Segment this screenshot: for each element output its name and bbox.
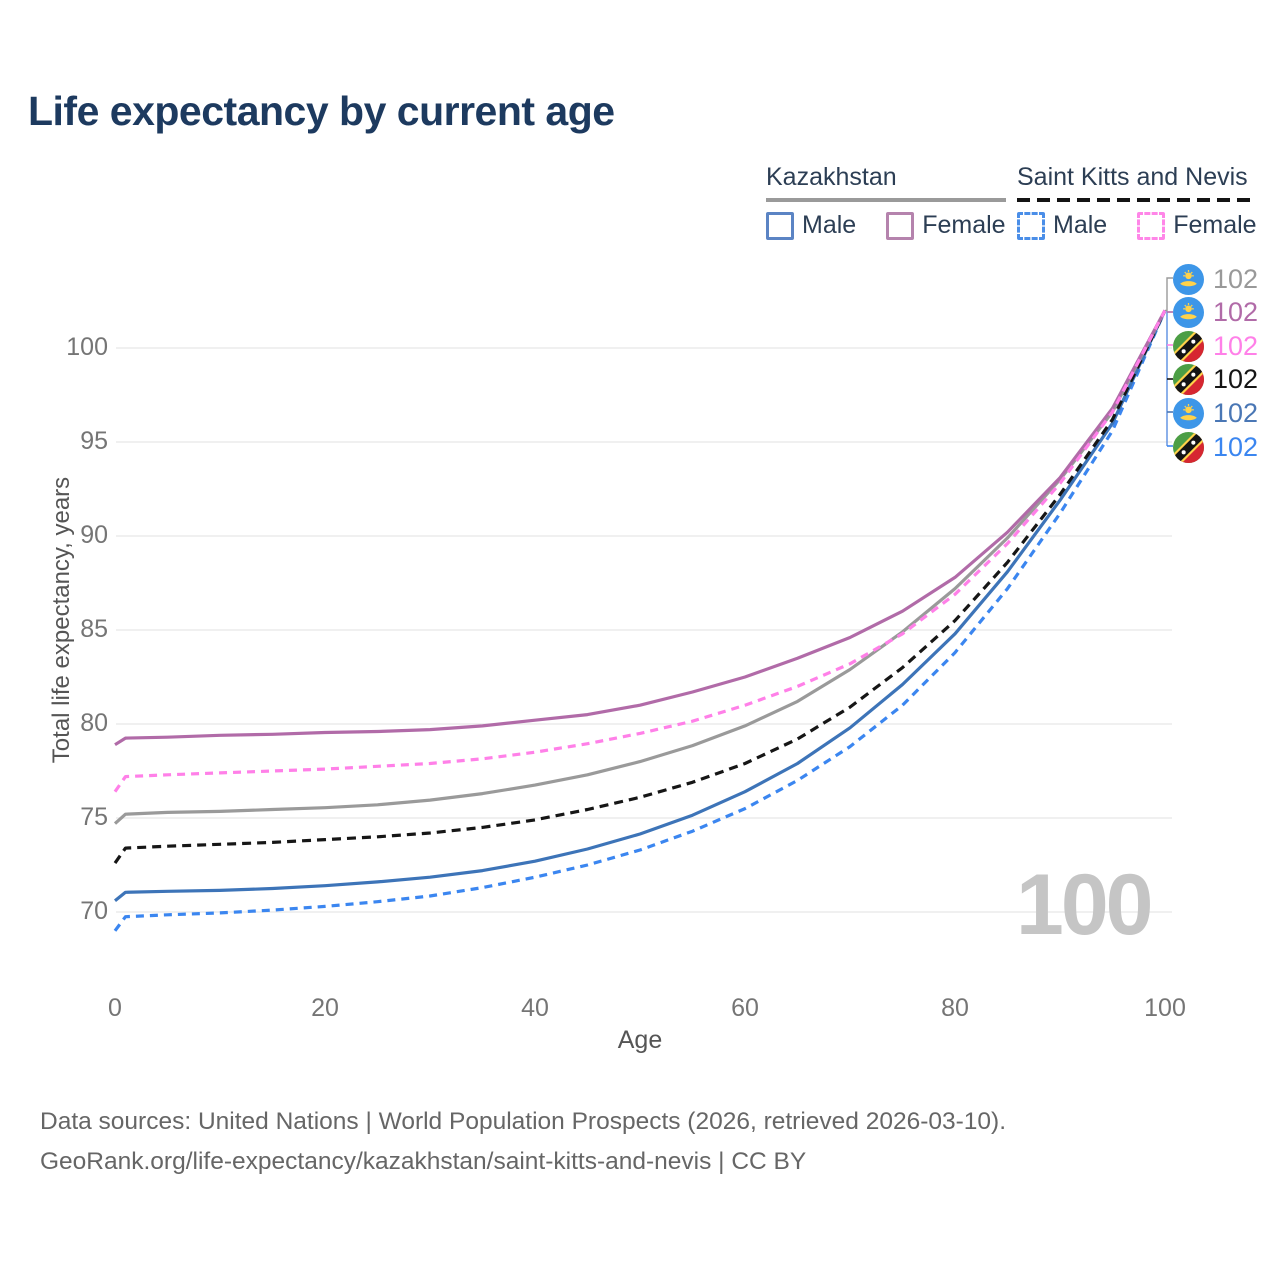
x-axis-title: Age — [617, 1026, 663, 1054]
series-line — [113, 309, 1167, 932]
data-sources-text: Data sources: United Nations | World Pop… — [40, 1108, 1007, 1135]
end-label-saint-kitts-female: 102 — [1173, 330, 1258, 362]
end-label-saint-kitts-male: 102 — [1173, 431, 1258, 463]
legend-group-kazakhstan: Kazakhstan Male Female — [766, 163, 1006, 240]
y-tick-85: 85 — [80, 615, 108, 643]
saint-kitts-flag-icon — [1173, 431, 1204, 463]
age-counter-watermark: 100 — [1016, 857, 1153, 953]
end-label-kazakhstan-female: 102 — [1173, 296, 1258, 328]
kazakhstan-flag-icon — [1173, 296, 1204, 328]
kazakhstan-flag-icon — [1173, 397, 1204, 429]
legend-item-kazakhstan-male[interactable]: Male — [802, 211, 857, 239]
end-value: 102 — [1213, 297, 1259, 327]
page-title: Life expectancy by current age — [28, 88, 615, 134]
kazakhstan-male-swatch-icon[interactable] — [766, 211, 794, 240]
legend-item-saint-kitts-male[interactable]: Male — [1053, 211, 1108, 239]
series-line — [113, 309, 1167, 865]
saint-kitts-female-swatch-icon[interactable] — [1137, 211, 1166, 240]
end-value: 102 — [1213, 432, 1259, 462]
saint-kitts-dashed-line-sample — [1017, 198, 1257, 202]
attribution-text: GeoRank.org/life-expectancy/kazakhstan/s… — [40, 1148, 807, 1175]
legend-header-saint-kitts-and-nevis: Saint Kitts and Nevis — [1017, 163, 1248, 191]
x-tick-40: 40 — [521, 994, 549, 1022]
end-value: 102 — [1213, 331, 1259, 361]
x-tick-80: 80 — [941, 994, 969, 1022]
y-tick-90: 90 — [80, 521, 108, 549]
y-tick-95: 95 — [80, 427, 108, 455]
end-label-kazakhstan-both: 102 — [1173, 263, 1258, 295]
end-value: 102 — [1213, 264, 1259, 294]
y-tick-70: 70 — [80, 897, 108, 925]
y-tick-75: 75 — [80, 803, 108, 831]
series-line — [114, 309, 1167, 902]
kazakhstan-flag-icon — [1173, 263, 1204, 295]
y-tick-100: 100 — [66, 333, 108, 361]
legend-header-kazakhstan: Kazakhstan — [766, 163, 897, 191]
end-label-kazakhstan-male: 102 — [1173, 397, 1258, 429]
x-tick-60: 60 — [731, 994, 759, 1022]
x-tick-100: 100 — [1144, 994, 1186, 1022]
legend-item-saint-kitts-female[interactable]: Female — [1173, 211, 1257, 239]
saint-kitts-flag-icon — [1173, 363, 1204, 395]
x-tick-0: 0 — [108, 994, 122, 1022]
kazakhstan-female-swatch-icon[interactable] — [886, 211, 915, 240]
x-tick-20: 20 — [311, 994, 339, 1022]
leader-line — [1165, 277, 1173, 312]
series-line — [113, 309, 1167, 793]
end-label-saint-kitts-both: 102 — [1173, 363, 1258, 395]
legend-item-kazakhstan-female[interactable]: Female — [922, 211, 1006, 239]
series-line — [113, 309, 1167, 825]
y-tick-80: 80 — [80, 709, 108, 737]
legend-group-saint-kitts-and-nevis: Saint Kitts and Nevis Male Female — [1017, 163, 1257, 240]
end-value: 102 — [1213, 364, 1259, 394]
end-value: 102 — [1213, 398, 1259, 428]
saint-kitts-flag-icon — [1173, 330, 1204, 362]
series-line — [114, 309, 1167, 747]
kazakhstan-solid-line-sample — [766, 198, 1006, 202]
saint-kitts-male-swatch-icon[interactable] — [1017, 211, 1045, 240]
